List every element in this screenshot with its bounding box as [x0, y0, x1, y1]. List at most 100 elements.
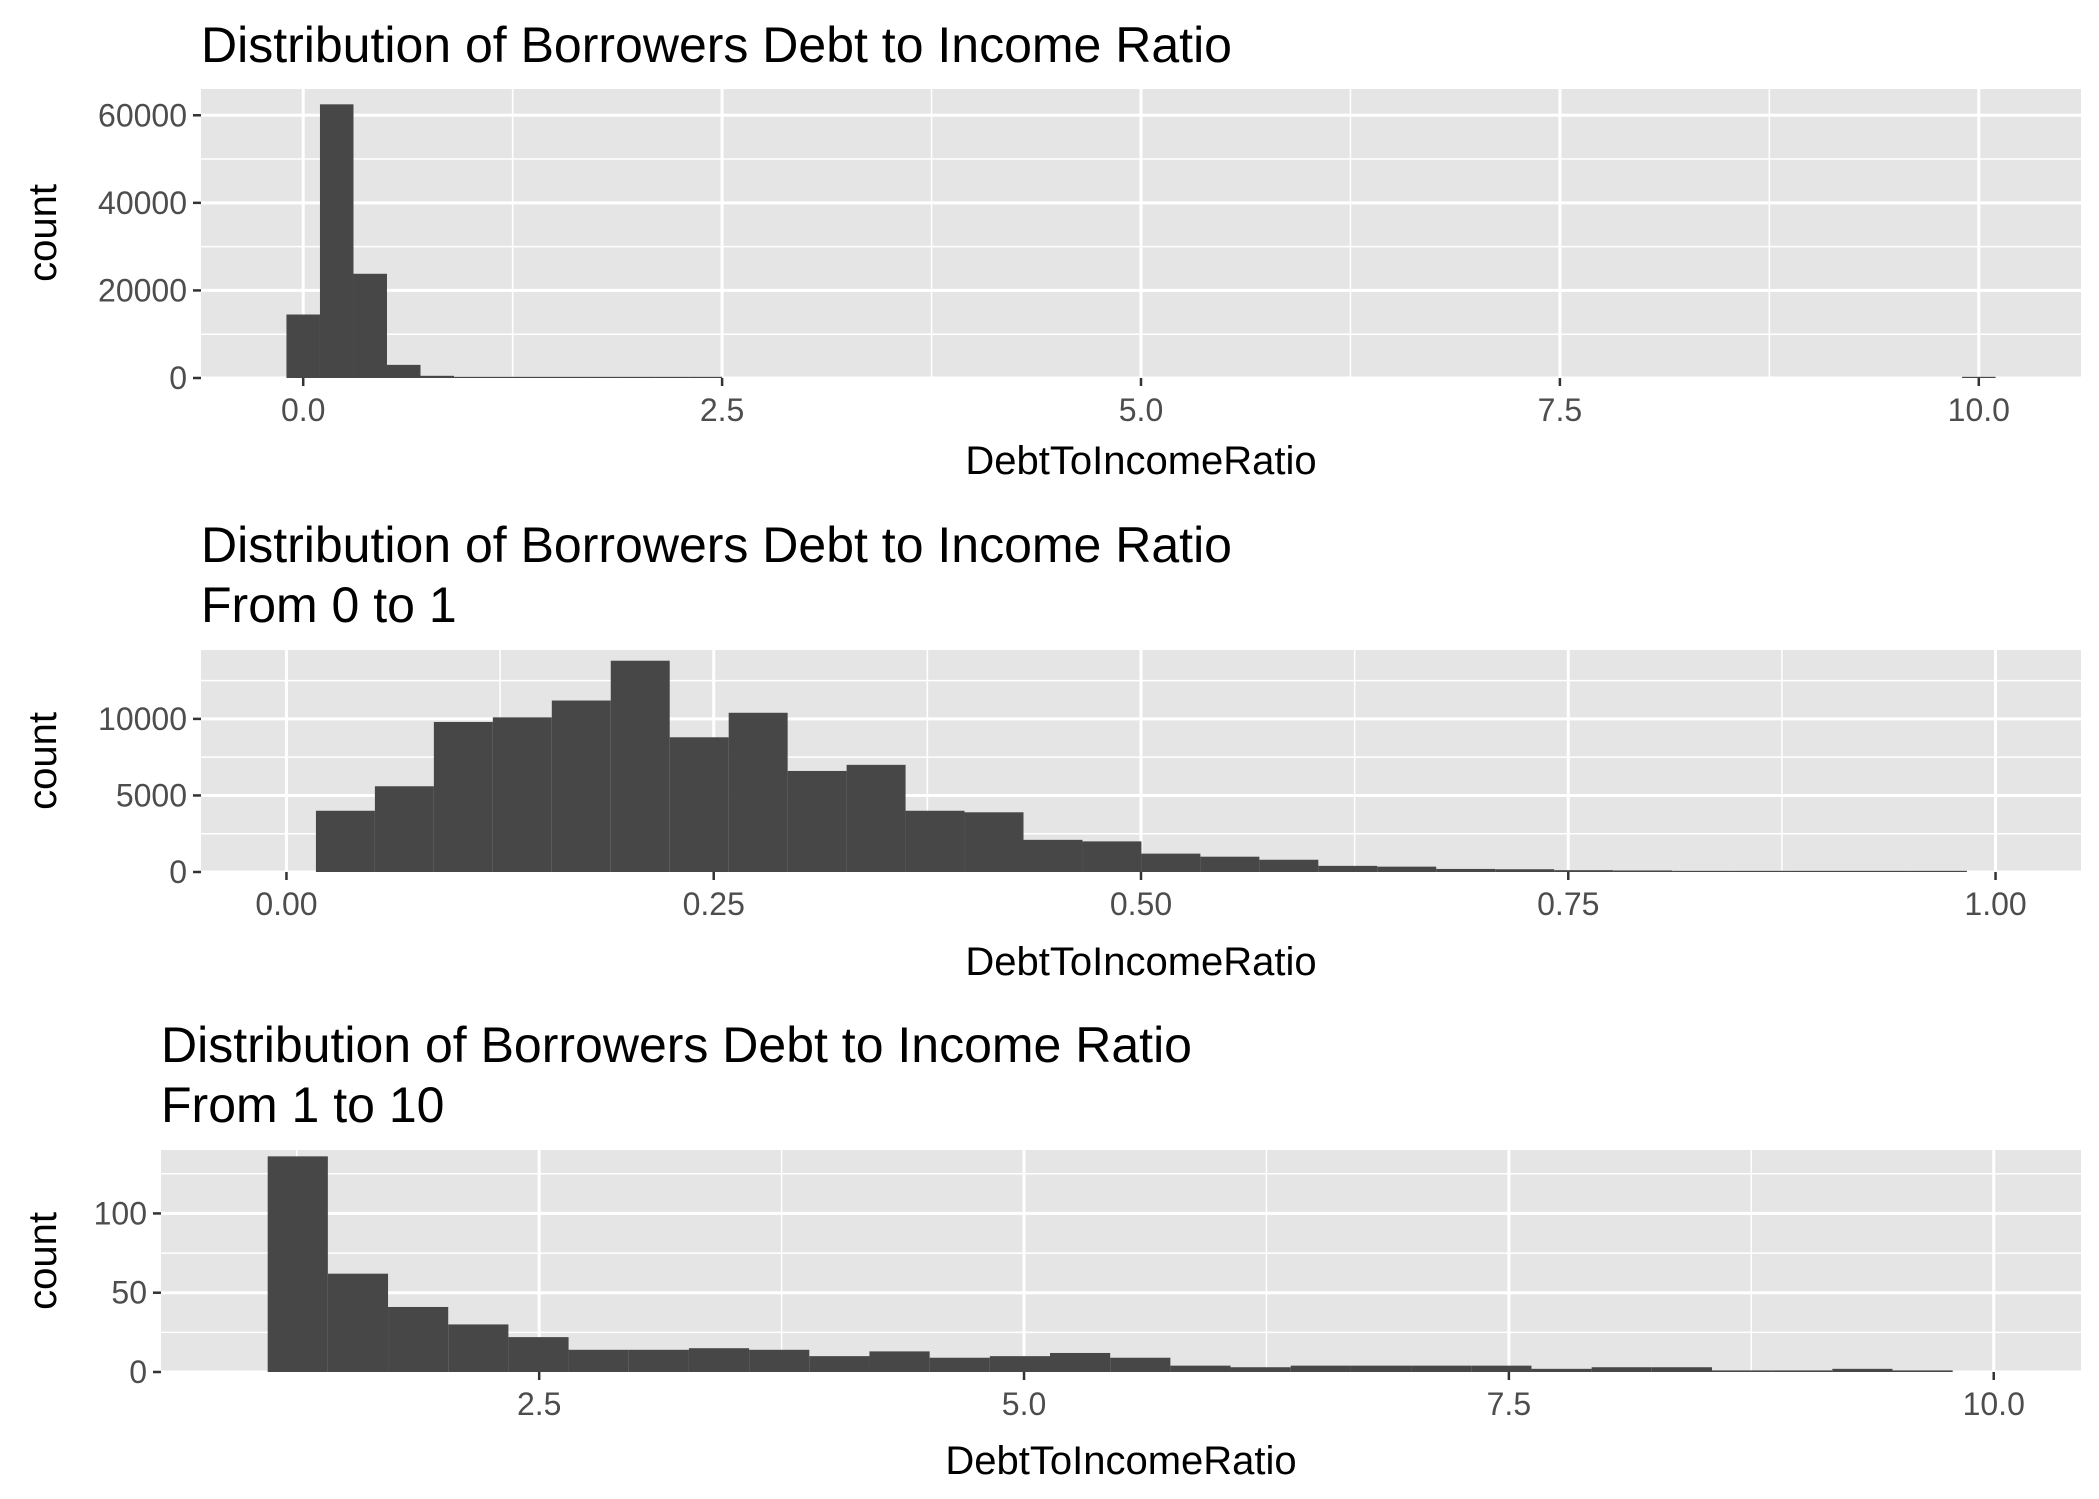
chart-2-bar — [433, 721, 493, 872]
chart-2-y-tick-label: 10000 — [98, 701, 187, 737]
chart-2-bar — [1023, 839, 1083, 872]
chart-2-x-tick-label: 0.25 — [683, 886, 745, 922]
chart-1-y-tick-label: 0 — [169, 360, 187, 396]
chart-2-y-tick-label: 0 — [169, 854, 187, 890]
chart-3-title-line-2: From 1 to 10 — [161, 1077, 444, 1133]
chart-1-y-tick-label: 40000 — [98, 185, 187, 221]
chart-2-x-axis-label: DebtToIncomeRatio — [965, 940, 1316, 984]
chart-2-bar — [787, 770, 847, 872]
chart-2-bars — [315, 660, 1967, 872]
chart-1-bar — [655, 376, 689, 378]
chart-1-bar — [1962, 376, 1996, 378]
chart-2-bar — [905, 810, 965, 872]
chart-3-bar — [1531, 1368, 1592, 1372]
chart-1-bar — [554, 376, 589, 378]
chart-2-bar — [1731, 870, 1791, 872]
chart-1-x-axis-label: DebtToIncomeRatio — [965, 439, 1316, 483]
chart-1-y-axis-label: count — [21, 184, 65, 282]
chart-3-y-axis-label: count — [21, 1212, 65, 1310]
chart-3-bar — [1170, 1365, 1231, 1372]
chart-1-x-tick-label: 0.0 — [281, 392, 325, 428]
chart-2-title-line-2: From 0 to 1 — [201, 577, 457, 633]
chart-3-axes: 2.5 5.0 7.5 10.0 0 50 100 — [94, 1195, 2025, 1422]
chart-1-x-tick-label: 10.0 — [1948, 392, 2010, 428]
chart-3-bar — [1772, 1370, 1833, 1372]
chart-3-bar — [327, 1273, 389, 1372]
chart-2-bar — [1554, 870, 1614, 872]
chart-2-bar — [1200, 856, 1260, 872]
chart-1-grid — [201, 89, 2081, 380]
chart-3-bar — [1050, 1352, 1111, 1372]
chart-2-bar — [1790, 870, 1849, 872]
chart-2-x-tick-label: 0.00 — [255, 886, 317, 922]
chart-3-bar — [688, 1348, 750, 1372]
chart-3-y-tick-label: 0 — [129, 1354, 147, 1390]
chart-3-bar — [1290, 1365, 1351, 1372]
chart-3-bar — [809, 1356, 870, 1372]
chart-1-bar — [454, 376, 488, 378]
chart-2-x-tick-label: 0.50 — [1110, 886, 1172, 922]
chart-1-bars — [286, 104, 1996, 379]
chart-2-bar — [374, 786, 434, 872]
chart-3-bar — [1832, 1368, 1893, 1372]
chart-panel-2: Distribution of Borrowers Debt to Income… — [21, 517, 2081, 984]
chart-1-bar — [588, 376, 622, 378]
chart-3-bar — [388, 1306, 449, 1372]
chart-2-bar — [964, 812, 1024, 872]
chart-2-bar — [846, 764, 906, 872]
chart-2-bar — [1141, 853, 1201, 872]
chart-3-bar — [1892, 1370, 1953, 1372]
chart-1-bar — [621, 376, 656, 378]
chart-2-bar — [1907, 870, 1967, 872]
chart-2-bar — [551, 700, 611, 872]
chart-2-x-tick-label: 0.75 — [1537, 886, 1599, 922]
chart-2-bar — [1848, 870, 1908, 872]
chart-1-axes: 0.0 2.5 5.0 7.5 10.0 0 20000 40000 60000 — [98, 97, 2010, 428]
chart-1-y-tick-label: 20000 — [98, 272, 187, 308]
chart-3-bar — [989, 1356, 1051, 1372]
chart-2-bar — [1436, 868, 1496, 872]
chart-3-title-line-1: Distribution of Borrowers Debt to Income… — [161, 1017, 1192, 1073]
chart-3-bar — [749, 1349, 810, 1372]
chart-3-x-tick-label: 10.0 — [1963, 1386, 2025, 1422]
chart-2-bar — [728, 712, 788, 872]
chart-2-bar — [610, 660, 670, 872]
chart-2-bar — [1082, 841, 1142, 872]
chart-2-axes: 0.00 0.25 0.50 0.75 1.00 0 5000 10000 — [98, 701, 2027, 922]
chart-2-bar — [1377, 866, 1437, 872]
chart-3-bar — [929, 1357, 990, 1372]
chart-3-x-tick-label: 7.5 — [1487, 1386, 1531, 1422]
chart-2-bar — [1495, 869, 1555, 872]
chart-3-bar — [869, 1351, 930, 1372]
chart-1-bar — [353, 273, 387, 378]
chart-2-bar — [1613, 870, 1673, 872]
chart-2-bar — [1672, 870, 1732, 872]
chart-1-x-tick-label: 7.5 — [1538, 392, 1582, 428]
chart-1-bar — [521, 376, 555, 378]
chart-2-y-axis-label: count — [21, 712, 65, 810]
chart-panel-1: Distribution of Borrowers Debt to Income… — [21, 17, 2081, 483]
chart-3-bar — [1350, 1365, 1412, 1372]
chart-2-bar — [315, 810, 375, 872]
chart-3-bar — [448, 1324, 509, 1372]
chart-panel-3: Distribution of Borrowers Debt to Income… — [21, 1017, 2081, 1483]
chart-1-bar — [688, 376, 723, 378]
chart-3-x-axis-label: DebtToIncomeRatio — [945, 1439, 1296, 1483]
chart-3-bar — [1591, 1367, 1652, 1372]
chart-1-y-tick-label: 60000 — [98, 97, 187, 133]
chart-1-bar — [420, 375, 455, 378]
chart-1-bar — [286, 314, 320, 378]
chart-2-bar — [492, 717, 552, 872]
chart-3-bars — [267, 1156, 1953, 1372]
chart-3-bar — [1711, 1370, 1773, 1372]
chart-2-y-tick-label: 5000 — [116, 777, 187, 813]
chart-2-title-line-1: Distribution of Borrowers Debt to Income… — [201, 517, 1232, 573]
chart-3-y-tick-label: 100 — [94, 1195, 147, 1231]
chart-3-bar — [1411, 1365, 1472, 1372]
chart-1-bar — [386, 364, 421, 378]
chart-3-bar — [1110, 1357, 1171, 1372]
chart-2-x-tick-label: 1.00 — [1964, 886, 2026, 922]
chart-3-bar — [1651, 1367, 1712, 1372]
chart-3-bar — [508, 1337, 569, 1372]
